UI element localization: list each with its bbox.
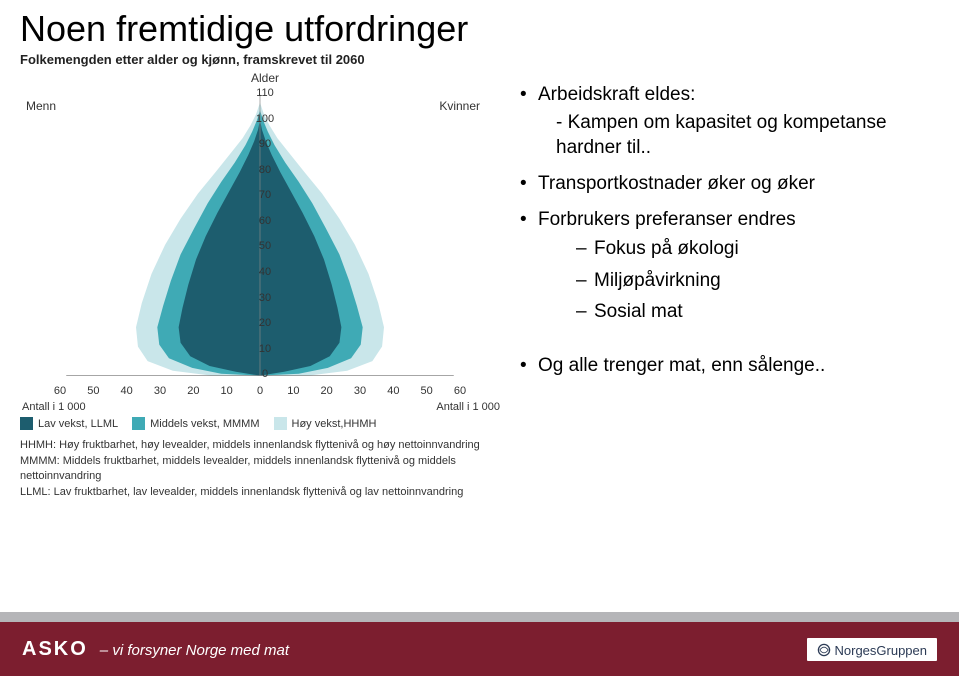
asko-logo: ASKO: [22, 638, 88, 661]
footnote-line: LLML: Lav fruktbarhet, lav levealder, mi…: [20, 485, 510, 500]
bullet-text: Arbeidskraft eldes:: [538, 84, 695, 105]
slide-footer: ASKO – vi forsyner Norge med mat NorgesG…: [0, 612, 959, 676]
age-tick: 90: [250, 138, 280, 150]
x-tick: 20: [187, 385, 199, 397]
sublist-consumer: Fokus på økologi Miljøpåvirkning Sosial …: [538, 236, 939, 325]
bullet-text: Forbrukers preferanser endres: [538, 209, 796, 230]
tagline-text: vi forsyner Norge med mat: [112, 642, 289, 659]
age-tick: 70: [250, 189, 280, 201]
bullet-workforce: Arbeidskraft eldes: - Kampen om kapasite…: [520, 82, 939, 161]
content-row: Folkemengden etter alder og kjønn, frams…: [0, 52, 959, 500]
age-tick: 100: [250, 113, 280, 125]
asko-tagline: – vi forsyner Norge med mat: [100, 642, 289, 659]
age-tick: 20: [250, 317, 280, 329]
bullet-subline: - Kampen om kapasitet og kompetanse hard…: [538, 110, 939, 161]
age-tick: 30: [250, 292, 280, 304]
bullet-consumer: Forbrukers preferanser endres Fokus på ø…: [520, 207, 939, 326]
chart-legend: Lav vekst, LLML Middels vekst, MMMM Høy ve…: [20, 417, 510, 430]
norgesgruppen-logo: NorgesGruppen: [807, 638, 938, 661]
bullet-transport: Transportkostnader øker og øker: [520, 171, 939, 197]
age-tick: 60: [250, 215, 280, 227]
slide-title: Noen fremtidige utfordringer: [0, 0, 959, 52]
text-column: Arbeidskraft eldes: - Kampen om kapasite…: [520, 52, 939, 500]
age-tick: 80: [250, 164, 280, 176]
x-tick: 60: [454, 385, 466, 397]
age-tick: 50: [250, 240, 280, 252]
asko-logo-text: ASKO: [22, 638, 88, 660]
age-tick: 110: [250, 87, 280, 99]
sub-environment: Miljøpåvirkning: [576, 268, 939, 294]
norgesgruppen-icon: [817, 643, 831, 657]
legend-item: Middels vekst, MMMM: [132, 417, 259, 430]
footnote-line: MMMM: Middels fruktbarhet, middels levea…: [20, 454, 510, 484]
norgesgruppen-text: NorgesGruppen: [835, 643, 928, 658]
footer-left: ASKO – vi forsyner Norge med mat: [22, 638, 289, 661]
x-tick: 30: [154, 385, 166, 397]
sub-ecology: Fokus på økologi: [576, 236, 939, 262]
footnote-line: HHMH: Høy fruktbarhet, høy levealder, mi…: [20, 438, 510, 453]
x-tick: 40: [387, 385, 399, 397]
x-axis-label-left: Antall i 1 000: [22, 401, 86, 413]
bullet-list: Arbeidskraft eldes: - Kampen om kapasite…: [520, 82, 939, 379]
legend-label: Lav vekst, LLML: [38, 418, 118, 430]
x-tick: 50: [87, 385, 99, 397]
x-tick: 60: [54, 385, 66, 397]
chart-column: Folkemengden etter alder og kjønn, frams…: [20, 52, 510, 500]
legend-label: Høy vekst,HHMH: [292, 418, 377, 430]
x-tick: 40: [121, 385, 133, 397]
legend-swatch: [132, 417, 145, 430]
x-tick: 10: [221, 385, 233, 397]
age-tick: 10: [250, 343, 280, 355]
bullet-everyone-needs-food: Og alle trenger mat, enn sålenge..: [520, 353, 939, 379]
tagline-prefix: –: [100, 642, 108, 659]
x-tick: 30: [354, 385, 366, 397]
chart-subtitle: Folkemengden etter alder og kjønn, frams…: [20, 52, 510, 67]
age-axis-label: Alder: [251, 71, 279, 85]
sub-social-food: Sosial mat: [576, 299, 939, 325]
x-tick: 20: [321, 385, 333, 397]
age-tick: 0: [250, 368, 280, 380]
x-tick: 10: [287, 385, 299, 397]
footer-maroon-bar: ASKO – vi forsyner Norge med mat NorgesG…: [0, 622, 959, 676]
x-axis-label-right: Antall i 1 000: [436, 401, 500, 413]
legend-swatch: [20, 417, 33, 430]
footer-grey-bar: [0, 612, 959, 622]
population-pyramid-chart: Alder Menn Kvinner 110100908070605040302…: [20, 71, 510, 411]
legend-item: Lav vekst, LLML: [20, 417, 118, 430]
legend-swatch: [274, 417, 287, 430]
legend-item: Høy vekst,HHMH: [274, 417, 377, 430]
chart-footnotes: HHMH: Høy fruktbarhet, høy levealder, mi…: [20, 438, 510, 499]
legend-label: Middels vekst, MMMM: [150, 418, 259, 430]
age-tick: 40: [250, 266, 280, 278]
x-tick: 0: [257, 385, 263, 397]
x-tick: 50: [421, 385, 433, 397]
